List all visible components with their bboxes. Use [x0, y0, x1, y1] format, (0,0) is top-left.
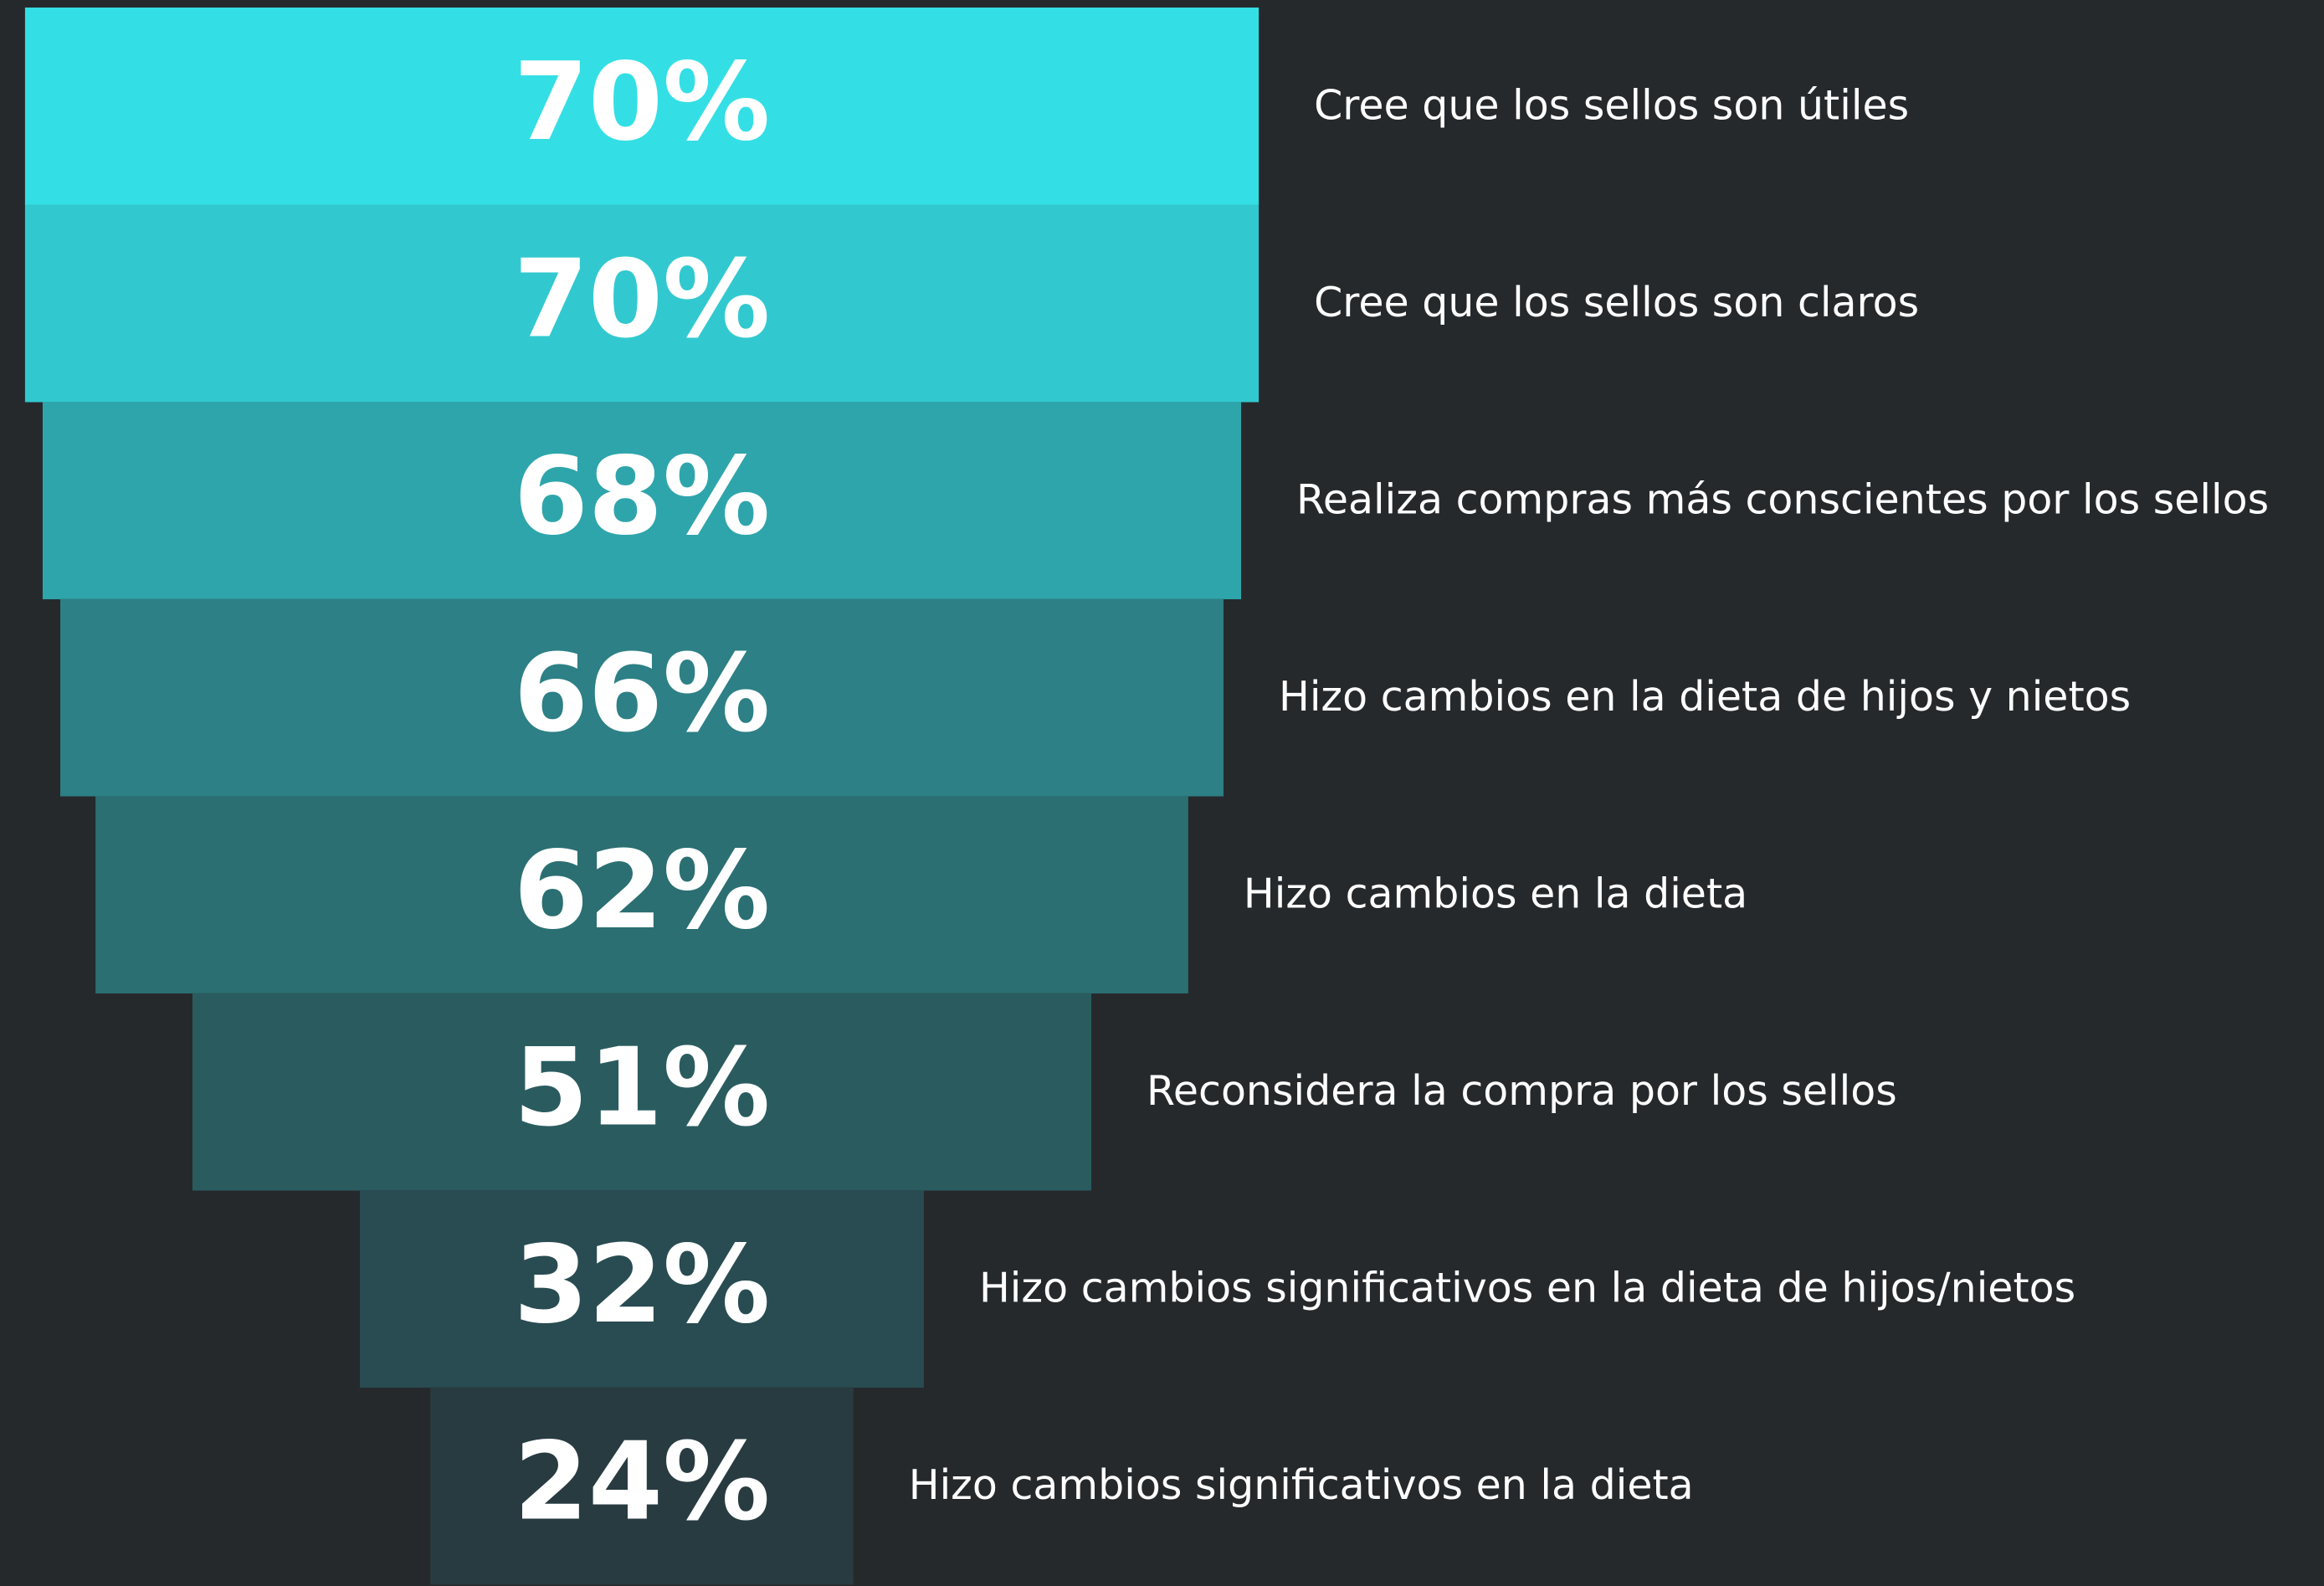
- value-label: 24%: [514, 1419, 770, 1544]
- category-label: Hizo cambios significativos en la dieta …: [979, 1264, 2075, 1311]
- value-label: 62%: [514, 829, 770, 953]
- category-label: Hizo cambios en la dieta de hijos y niet…: [1279, 673, 2131, 721]
- funnel-bar: [24, 204, 1259, 403]
- funnel-bar: [24, 8, 1259, 205]
- value-label: 32%: [514, 1223, 770, 1347]
- value-label: 51%: [514, 1025, 770, 1150]
- category-label: Realiza compras más conscientes por los …: [1296, 475, 2269, 523]
- funnel-bar: [42, 402, 1242, 599]
- category-label: Hizo cambios significativos en la dieta: [909, 1461, 1694, 1509]
- category-label: Cree que los sellos son claros: [1314, 279, 1919, 326]
- value-label: 70%: [514, 237, 770, 362]
- funnel-bar: [360, 1190, 924, 1388]
- value-label: 70%: [514, 40, 770, 165]
- category-label: Reconsidera la compra por los sellos: [1147, 1067, 1897, 1115]
- funnel-bar: [95, 796, 1188, 993]
- category-label: Cree que los sellos son útiles: [1314, 81, 1909, 129]
- funnel-bar: [192, 993, 1092, 1191]
- value-label: 68%: [514, 434, 770, 559]
- funnel-bar: [430, 1387, 854, 1585]
- category-label: Hizo cambios en la dieta: [1244, 870, 1747, 917]
- value-label: 66%: [514, 631, 770, 756]
- funnel-bar: [60, 598, 1224, 797]
